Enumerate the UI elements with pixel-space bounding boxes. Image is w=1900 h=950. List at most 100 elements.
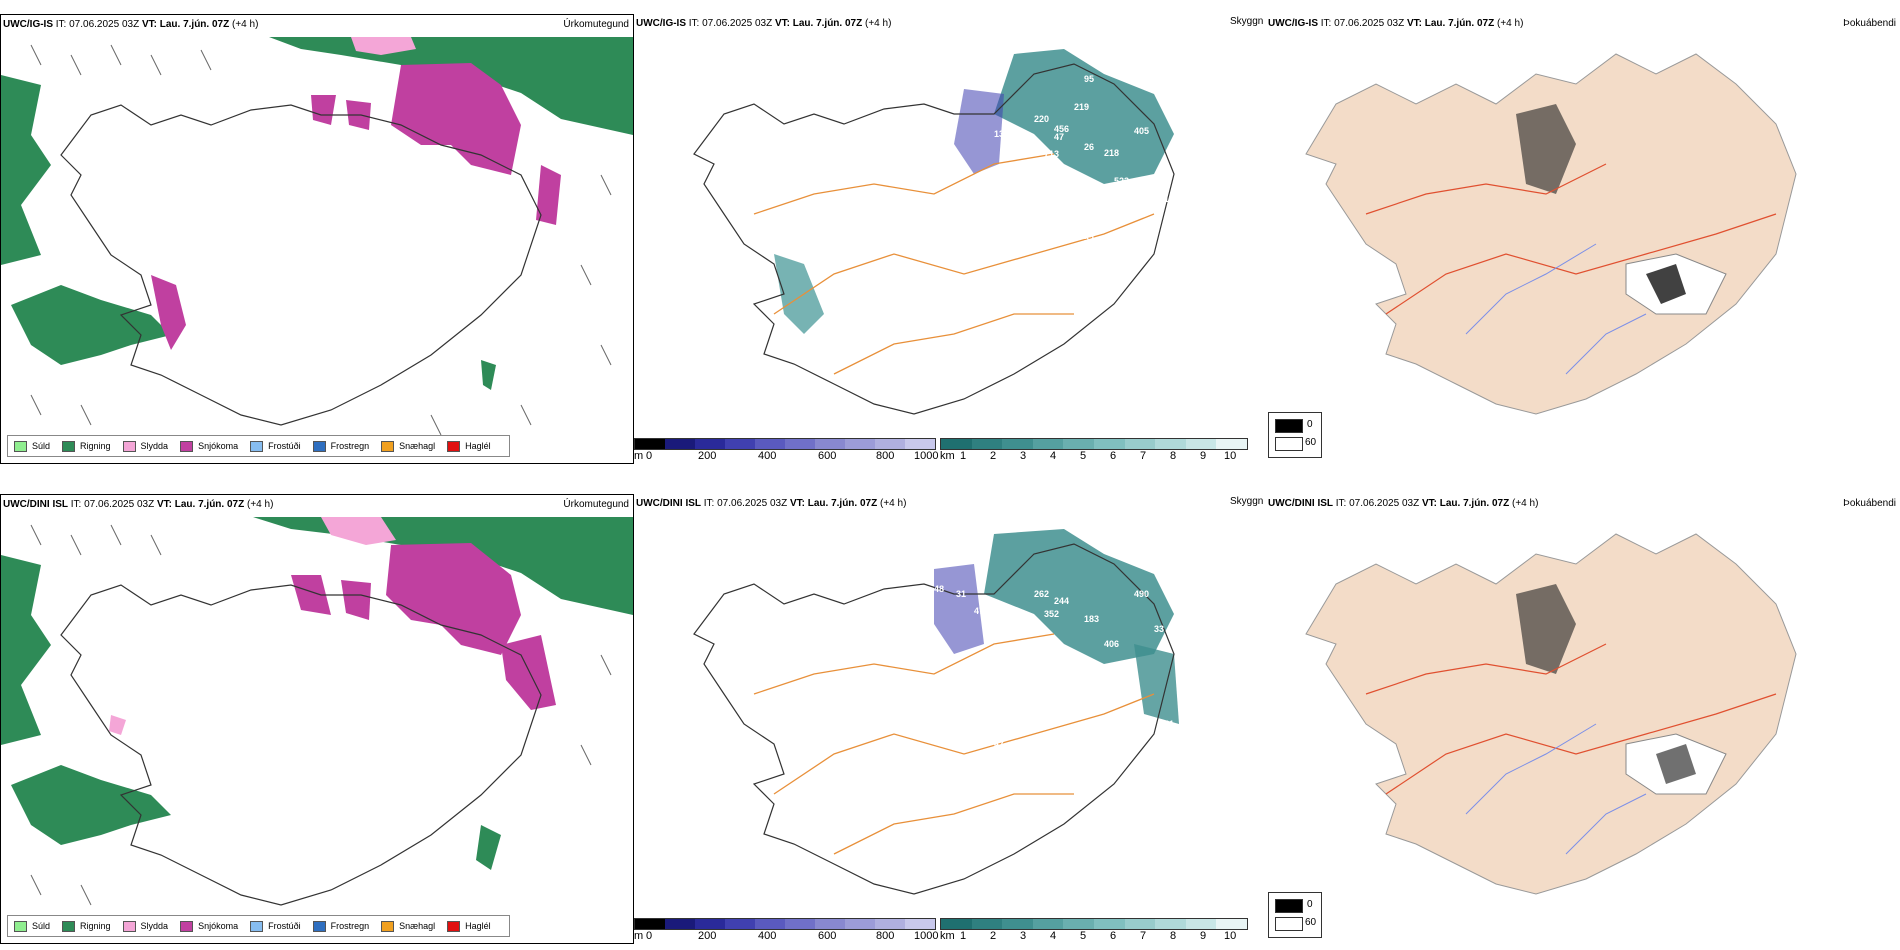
visibility-value-label: 352: [1044, 609, 1060, 619]
precip-legend: Súld Rigning Slydda Snjókoma Frostúði Fr…: [7, 915, 510, 937]
legend-item: Slydda: [122, 440, 168, 452]
panel-title: Úrkomutegund: [563, 499, 629, 510]
visibility-value-label: 182: [1074, 704, 1090, 714]
fog-indicator-map-top: UWC/IG-IS IT: 07.06.2025 03Z VT: Lau. 7.…: [1266, 14, 1900, 464]
ceiling-colorbar: [634, 438, 936, 450]
fog-legend-bottom: 0 60: [1268, 892, 1322, 938]
ceiling-ticks: m 0 200 400 600 800 1000: [634, 930, 939, 942]
snow-area: [386, 543, 521, 655]
precip-map-svg: [1, 37, 633, 436]
fog-map-svg: [1305, 53, 1797, 415]
visibility-value-label: 262: [1034, 589, 1050, 599]
sleet-area: [321, 517, 396, 545]
panel-header: UWC/IG-IS IT: 07.06.2025 03Z VT: Lau. 7.…: [636, 18, 892, 29]
legend-item: Frostregn: [312, 440, 369, 452]
fog-area: [1134, 644, 1179, 724]
legend-item: Frostúði: [250, 440, 301, 452]
rain-area: [1, 555, 51, 745]
visibility-value-label: 31: [956, 589, 967, 599]
visibility-value-label: 33: [1154, 624, 1165, 634]
legend-item: Snjókoma: [180, 440, 238, 452]
precip-type-map-top: UWC/IG-IS IT: 07.06.2025 03Z VT: Lau. 7.…: [0, 14, 634, 464]
visibility-value-label: 183: [1084, 614, 1100, 624]
legend-item: Haglél: [447, 920, 491, 932]
it-value: 07.06.2025 03Z: [69, 19, 140, 30]
visibility-value-label: 95: [1084, 74, 1095, 84]
panel-header: UWC/DINI ISL IT: 07.06.2025 03Z VT: Lau.…: [636, 498, 907, 509]
visibility-map-svg: [693, 49, 1175, 415]
iceland-land: [1305, 53, 1797, 415]
snow-area: [151, 275, 186, 350]
visibility-colorbar: [940, 438, 1248, 450]
legend-item: Rigning: [62, 440, 111, 452]
panel-header: UWC/DINI ISL IT: 07.06.2025 03Z VT: Lau.…: [1268, 498, 1539, 509]
visibility-value-label: 52: [1084, 234, 1095, 244]
visibility-map-bottom: UWC/DINI ISL IT: 07.06.2025 03Z VT: Lau.…: [634, 494, 1264, 944]
visibility-value-label: 137: [994, 129, 1010, 139]
fog-legend-top: 0 60: [1268, 412, 1322, 458]
panel-header: UWC/IG-IS IT: 07.06.2025 03Z VT: Lau. 7.…: [1268, 18, 1524, 29]
visibility-value-label: 406: [1104, 639, 1120, 649]
visibility-value-label: 219: [1074, 102, 1090, 112]
legend-item: Frostúði: [250, 920, 301, 932]
vt-value: Lau. 7.jún. 07Z: [159, 19, 230, 30]
sleet-area: [351, 37, 416, 55]
visibility-value-label: 47: [994, 739, 1005, 749]
snow-area: [501, 635, 556, 710]
snow-area: [341, 580, 371, 620]
visibility-value-label: 41: [1164, 719, 1175, 729]
it-label: IT:: [55, 19, 67, 30]
iceland-outline: [60, 104, 542, 426]
legend-item: Súld: [14, 920, 50, 932]
visibility-value-label: 52: [1014, 279, 1025, 289]
fog-patch: [1516, 104, 1576, 194]
vt-label: VT:: [141, 19, 157, 30]
fog-area: [994, 49, 1174, 184]
low-ceiling-area: [934, 564, 984, 654]
iceland-outline: [693, 63, 1175, 415]
ceiling-colorbar: [634, 918, 936, 930]
legend-item: Súld: [14, 440, 50, 452]
visibility-value-label: 17: [1014, 139, 1025, 149]
visibility-map-svg: [693, 529, 1179, 895]
rain-area: [11, 765, 171, 845]
visibility-value-label: 262: [1134, 184, 1150, 194]
rain-area: [481, 360, 496, 390]
snow-area: [311, 95, 336, 125]
rain-area: [269, 37, 633, 135]
legend-item: Rigning: [62, 920, 111, 932]
rain-area: [1, 75, 51, 265]
low-ceiling-area: [954, 89, 1004, 174]
visibility-value-label: 713: [1044, 149, 1060, 159]
fog-patch: [1646, 264, 1686, 304]
model-name: UWC/IG-IS: [3, 19, 53, 30]
panel-title: Þokuábendi: [1843, 18, 1896, 29]
panel-title: Þokuábendi: [1843, 498, 1896, 509]
precip-type-map-bottom: UWC/DINI ISL IT: 07.06.2025 03Z VT: Lau.…: [0, 494, 634, 944]
visibility-value-label: 48: [934, 584, 945, 594]
legend-item: Slydda: [122, 920, 168, 932]
fog-patch: [1656, 744, 1696, 784]
snow-area: [536, 165, 561, 225]
lead-time: (+4 h): [232, 19, 259, 30]
visibility-value-label: 3: [1174, 234, 1180, 244]
visibility-value-label: 26: [1084, 142, 1095, 152]
visibility-value-label: 120: [1004, 609, 1020, 619]
panel-header: UWC/DINI ISL IT: 07.06.2025 03Z VT: Lau.…: [3, 499, 274, 510]
model-name: UWC/IG-IS: [636, 18, 686, 29]
visibility-value-label: 523: [1114, 176, 1130, 186]
iceland-land: [1305, 533, 1797, 895]
panel-header: UWC/IG-IS IT: 07.06.2025 03Z VT: Lau. 7.…: [3, 19, 258, 30]
visibility-value-label: 165: [1064, 664, 1080, 674]
panel-title: Úrkomutegund: [563, 19, 629, 30]
iceland-outline: [693, 543, 1175, 895]
legend-item: Snæhagl: [381, 440, 435, 452]
fog-map-svg: [1305, 533, 1797, 895]
fog-patch: [1516, 584, 1576, 674]
legend-item: Snjókoma: [180, 920, 238, 932]
visibility-value-label: 456: [1054, 124, 1070, 134]
visibility-ticks: km 1 2 3 4 5 6 7 8 9 10: [940, 930, 1237, 942]
fog-indicator-map-bottom: UWC/DINI ISL IT: 07.06.2025 03Z VT: Lau.…: [1266, 494, 1900, 944]
visibility-value-label: 220: [1034, 114, 1050, 124]
sleet-area: [109, 715, 126, 735]
